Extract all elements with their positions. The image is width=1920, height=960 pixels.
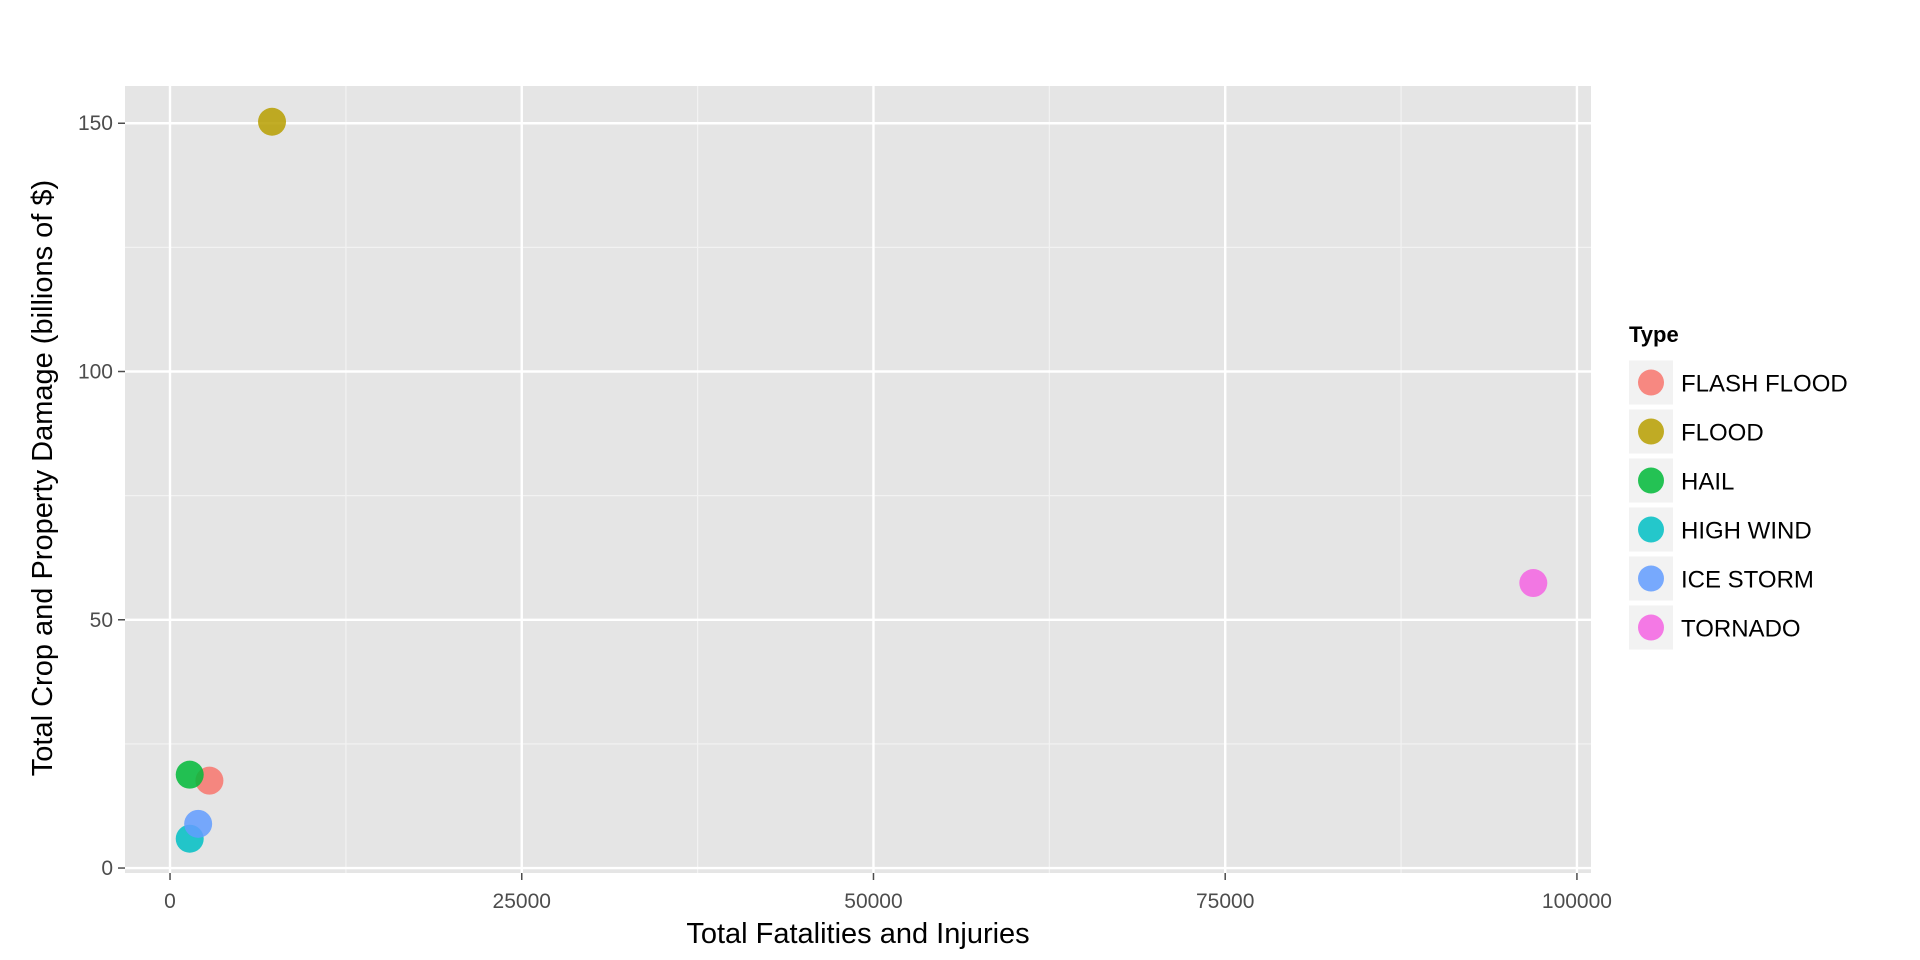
legend-key-flash-flood — [1638, 369, 1664, 396]
y-tick-label: 0 — [101, 857, 113, 880]
legend-key-high-wind — [1638, 516, 1664, 543]
legend-item-flood: FLOOD — [1629, 409, 1764, 454]
legend-key-hail — [1638, 467, 1664, 494]
plot-panel — [125, 86, 1591, 873]
point-hail — [175, 760, 204, 789]
point-flood — [258, 107, 287, 136]
legend-item-flash-flood: FLASH FLOOD — [1629, 360, 1848, 405]
x-tick-label: 75000 — [1196, 890, 1254, 913]
point-tornado — [1519, 569, 1548, 598]
legend-item-ice-storm: ICE STORM — [1629, 556, 1814, 601]
legend-title: Type — [1629, 322, 1679, 347]
minor-gridlines — [125, 86, 1591, 873]
legend: Type FLASH FLOOD FLOOD HAIL HIGH WIND ICE ST… — [1629, 322, 1848, 650]
major-gridlines — [125, 86, 1591, 873]
legend-label: ICE STORM — [1681, 567, 1814, 594]
point-ice-storm — [184, 809, 213, 838]
y-tick-label: 50 — [90, 609, 113, 632]
legend-key-flood — [1638, 418, 1664, 445]
legend-label: FLOOD — [1681, 420, 1764, 447]
data-points — [175, 107, 1548, 853]
x-axis-title: Total Fatalities and Injuries — [686, 918, 1029, 950]
y-tick-label: 100 — [78, 361, 113, 384]
legend-label: HIGH WIND — [1681, 518, 1812, 545]
legend-label: HAIL — [1681, 469, 1734, 496]
legend-item-high-wind: HIGH WIND — [1629, 507, 1812, 552]
x-tick-label: 25000 — [493, 890, 551, 913]
y-tick-label: 150 — [78, 112, 113, 135]
legend-label: FLASH FLOOD — [1681, 371, 1848, 398]
x-axis-ticks: 0 25000 50000 75000 100000 — [164, 873, 1612, 913]
legend-items: FLASH FLOOD FLOOD HAIL HIGH WIND ICE STORM TO… — [1629, 360, 1848, 650]
legend-label: TORNADO — [1681, 616, 1801, 643]
x-tick-label: 0 — [164, 890, 176, 913]
legend-key-tornado — [1638, 614, 1664, 641]
legend-key-ice-storm — [1638, 565, 1664, 592]
legend-item-hail: HAIL — [1629, 458, 1734, 503]
y-axis-title: Total Crop and Property Damage (billions… — [27, 180, 59, 776]
x-tick-label: 50000 — [844, 890, 902, 913]
x-tick-label: 100000 — [1542, 890, 1612, 913]
legend-item-tornado: TORNADO — [1629, 605, 1801, 650]
y-axis-ticks: 0 50 100 150 — [78, 112, 125, 880]
